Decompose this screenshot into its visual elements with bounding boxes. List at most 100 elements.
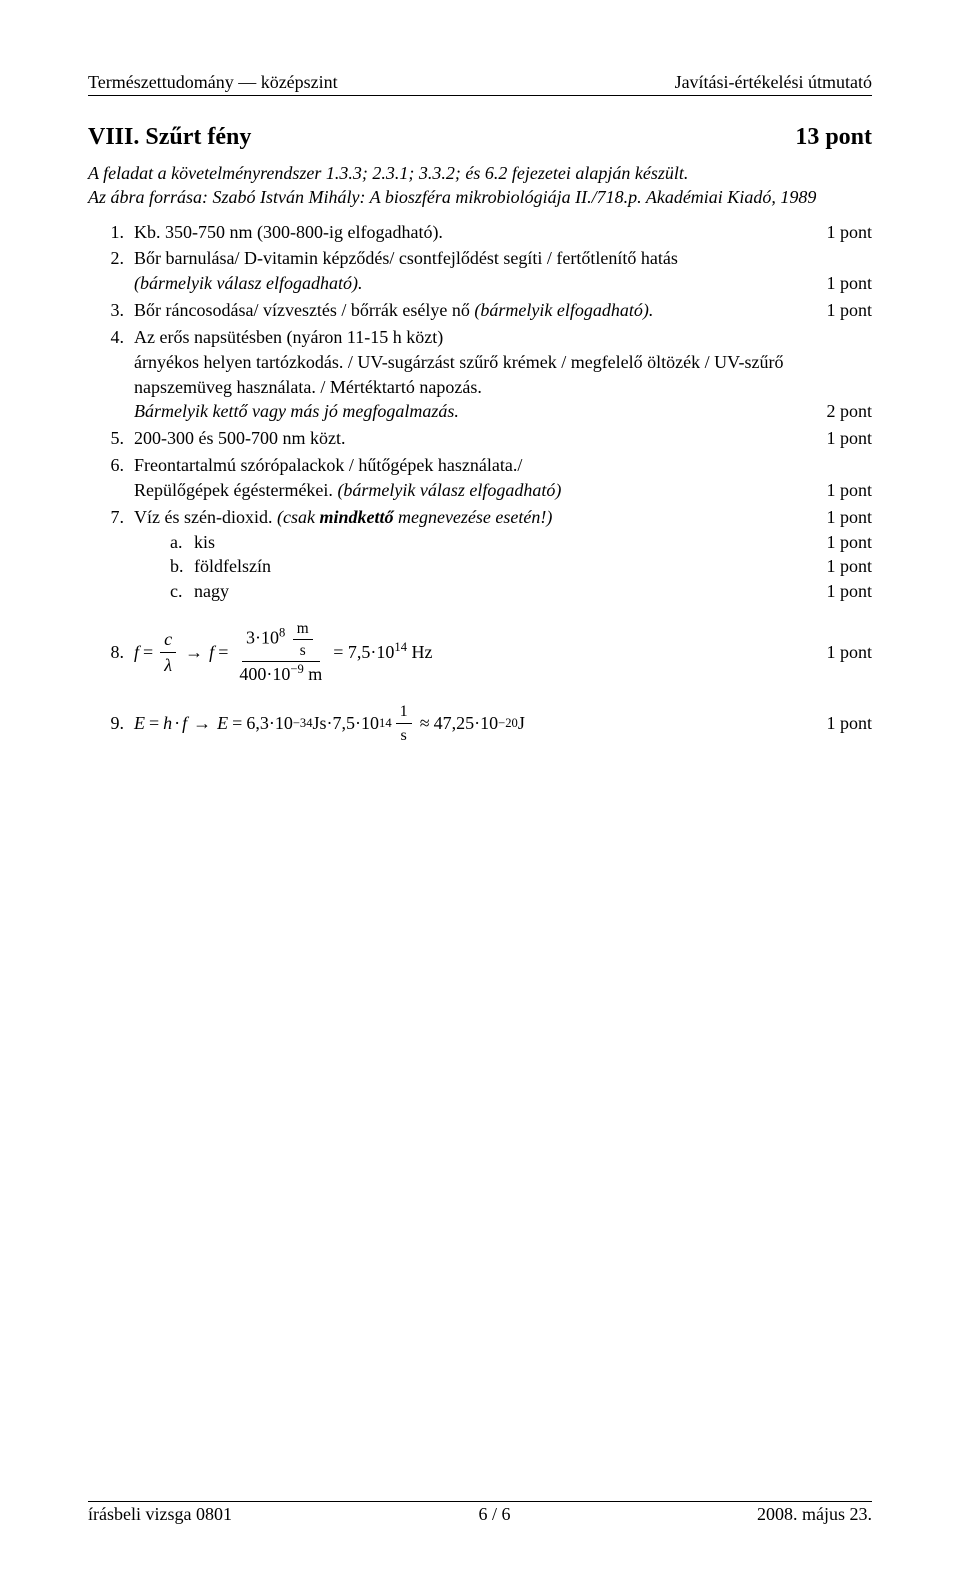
sub-label: b.	[170, 554, 194, 579]
var-f: f	[209, 640, 214, 665]
item-text-line1: Bőr barnulása/ D-vitamin képződés/ csont…	[134, 246, 872, 271]
footer-right: 2008. május 23.	[757, 1504, 872, 1525]
dot: ·	[174, 711, 180, 736]
formula: E = h · f → E = 6,3·10−34 Js·7,5·1014 1 …	[134, 700, 826, 746]
item7-italic-close: megnevezése esetén!)	[393, 507, 552, 527]
approx-sign: ≈	[420, 711, 430, 736]
item-text-line1: Freontartalmú szórópalackok / hűtőgépek …	[134, 453, 872, 478]
unit1: Js·	[313, 711, 333, 736]
coef1: 6,3·10	[246, 711, 293, 736]
list-item: 5. 200-300 és 500-700 nm közt. 1 pont	[88, 426, 872, 451]
frac-bot: 400·10−9 m	[235, 662, 326, 687]
page-header: Természettudomány — középszint Javítási-…	[88, 72, 872, 96]
item-number: 4.	[88, 325, 134, 424]
header-left: Természettudomány — középszint	[88, 72, 338, 93]
list-item: 7. Víz és szén-dioxid. (csak mindkettő m…	[88, 505, 872, 604]
coef3: 47,25·10	[434, 711, 499, 736]
exponent: 8	[279, 626, 285, 640]
unit: m	[304, 664, 323, 684]
fraction: c λ	[160, 627, 176, 678]
item-number: 2.	[88, 246, 134, 296]
item-number: 8.	[88, 640, 134, 665]
footer-center: 6 / 6	[478, 1504, 510, 1525]
coef2: 7,5·10	[333, 711, 380, 736]
section-points: 13 pont	[795, 124, 872, 151]
item-points: 1 pont	[826, 505, 872, 530]
unit-fraction: 1 s	[396, 700, 412, 746]
result: = 7,5·1014 Hz	[333, 640, 432, 665]
item-number: 1.	[88, 220, 134, 245]
sub-label: c.	[170, 579, 194, 604]
item-points: 1 pont	[826, 711, 872, 736]
item-points: 1 pont	[826, 271, 872, 296]
item-text: Bőr ráncosodása/ vízvesztés / bőrrák esé…	[134, 298, 826, 323]
coef: 3·10	[246, 628, 279, 648]
sub-points: 1 pont	[826, 554, 872, 579]
arrow-icon: →	[185, 640, 203, 665]
unit-fraction: m s	[293, 618, 313, 661]
result-exp: 14	[394, 640, 407, 654]
item-points: 2 pont	[826, 399, 872, 424]
footer-left: írásbeli vizsga 0801	[88, 1504, 232, 1525]
item-text-line2: Repülőgépek égéstermékei. (bármelyik vál…	[134, 478, 826, 503]
answer-list: 1. Kb. 350-750 nm (300-800-ig elfogadhat…	[88, 220, 872, 753]
var-E: E	[217, 711, 228, 736]
eq-sign: =	[149, 711, 159, 736]
item-text-line2: árnyékos helyen tartózkodás. / UV-sugárz…	[134, 350, 872, 400]
page-footer: írásbeli vizsga 0801 6 / 6 2008. május 2…	[88, 1501, 872, 1525]
formula: f = c λ → f = 3·108 m s 400·10−9 m	[134, 618, 826, 687]
item-number: 6.	[88, 453, 134, 503]
eq-sign: =	[218, 640, 228, 665]
exponent: −9	[290, 662, 303, 676]
list-item: 4. Az erős napsütésben (nyáron 11-15 h k…	[88, 325, 872, 424]
sub-points: 1 pont	[826, 579, 872, 604]
item-points: 1 pont	[826, 426, 872, 451]
sublist-item: b. földfelszín 1 pont	[170, 554, 872, 579]
var-h: h	[163, 711, 172, 736]
list-item: 3. Bőr ráncosodása/ vízvesztés / bőrrák …	[88, 298, 872, 323]
item-number: 5.	[88, 426, 134, 451]
intro-block: A feladat a követelményrendszer 1.3.3; 2…	[88, 161, 872, 210]
item-number: 9.	[88, 711, 134, 736]
unit3: J	[518, 711, 525, 736]
item-text-line2: (bármelyik válasz elfogadható).	[134, 271, 826, 296]
item-text: 200-300 és 500-700 nm közt.	[134, 426, 826, 451]
arrow-icon: →	[193, 711, 211, 736]
item-text: Kb. 350-750 nm (300-800-ig elfogadható).	[134, 220, 826, 245]
eq-sign: =	[232, 711, 242, 736]
item7-italic-open: (csak	[277, 507, 319, 527]
intro-line2: Az ábra forrása: Szabó István Mihály: A …	[88, 185, 872, 209]
item-number: 3.	[88, 298, 134, 323]
unit-m: m	[293, 618, 313, 640]
item7-bold-italic: mindkettő	[319, 507, 393, 527]
frac-bot: s	[397, 724, 411, 746]
line2-italic: (bármelyik válasz elfogadható)	[337, 480, 561, 500]
coef: 400·10	[239, 664, 290, 684]
item-number: 7.	[88, 505, 134, 604]
var-f: f	[182, 711, 187, 736]
line2-plain: Repülőgépek égéstermékei.	[134, 480, 337, 500]
result-unit: Hz	[407, 642, 433, 662]
item-points: 1 pont	[826, 478, 872, 503]
header-right: Javítási-értékelési útmutató	[675, 72, 872, 93]
var-E: E	[134, 711, 145, 736]
list-item: 2. Bőr barnulása/ D-vitamin képződés/ cs…	[88, 246, 872, 296]
item-points: 1 pont	[826, 640, 872, 665]
sub-text: nagy	[194, 579, 826, 604]
list-item: 1. Kb. 350-750 nm (300-800-ig elfogadhat…	[88, 220, 872, 245]
eq-sign: =	[143, 640, 153, 665]
sublist: a. kis 1 pont b. földfelszín 1 pont c. n…	[134, 530, 872, 604]
frac-top: c	[160, 627, 176, 653]
list-item: 8. f = c λ → f = 3·108 m s 400·10−9	[88, 618, 872, 687]
result-coef: = 7,5·10	[333, 642, 394, 662]
sub-text: földfelszín	[194, 554, 826, 579]
item-text: Víz és szén-dioxid. (csak mindkettő megn…	[134, 505, 826, 530]
list-item: 6. Freontartalmú szórópalackok / hűtőgép…	[88, 453, 872, 503]
item7-plain: Víz és szén-dioxid.	[134, 507, 277, 527]
frac-bot: λ	[160, 653, 176, 678]
section-title: VIII. Szűrt fény	[88, 124, 251, 151]
intro-line1: A feladat a követelményrendszer 1.3.3; 2…	[88, 161, 872, 185]
section-heading-row: VIII. Szűrt fény 13 pont	[88, 124, 872, 151]
sub-text: kis	[194, 530, 826, 555]
frac-top: 1	[396, 700, 412, 723]
